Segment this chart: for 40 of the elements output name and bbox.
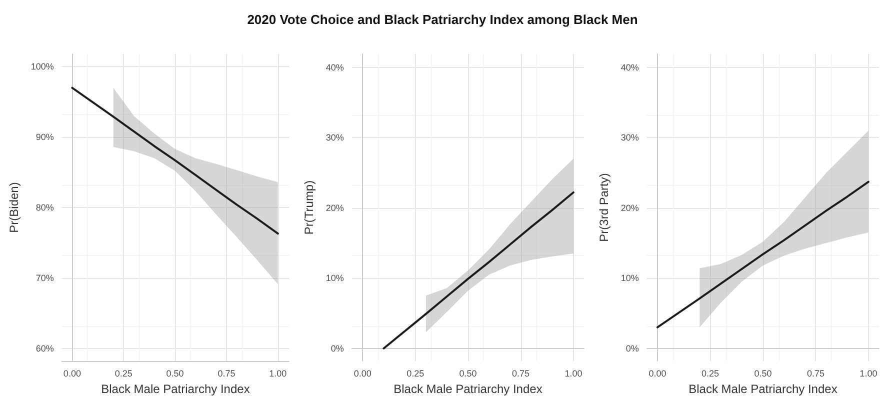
line-series [71,86,279,235]
x-tick-label: 0.50 [459,368,477,378]
y-tick-label: 30% [326,132,344,143]
y-tick-label: 0% [626,343,639,354]
x-tick-label: 1.00 [269,368,287,378]
y-tick-label: 20% [620,202,639,213]
y-tick-label: 80% [36,202,54,212]
x-tick-label: 0.00 [648,368,666,378]
y-axis-title: Pr(Trump) [302,180,316,235]
x-tick-label: 0.75 [218,368,236,378]
x-axis-title: Black Male Patriarchy Index [101,382,250,396]
line-series [656,180,870,328]
x-tick-label: 0.25 [406,368,424,378]
line-series [382,191,574,350]
x-axis-title: Black Male Patriarchy Index [688,382,838,396]
x-tick-label: 0.00 [63,368,81,378]
y-tick-label: 100% [30,62,54,72]
x-tick-label: 0.75 [512,368,530,378]
y-tick-label: 90% [36,132,54,142]
x-axis-title: Black Male Patriarchy Index [394,382,542,396]
x-tick-label: 0.50 [754,368,772,378]
y-tick-label: 70% [36,272,54,283]
y-tick-label: 10% [620,273,639,284]
x-tick-label: 0.25 [114,368,132,378]
y-tick-label: 40% [620,62,639,72]
y-tick-label: 0% [330,343,344,354]
x-tick-label: 1.00 [564,368,582,378]
x-tick-label: 0.50 [166,368,184,378]
chart-title: 2020 Vote Choice and Black Patriarchy Index among Black Men [246,11,639,29]
x-tick-label: 0.25 [701,368,719,378]
y-tick-label: 30% [620,132,639,143]
y-tick-label: 60% [36,343,54,354]
y-axis-title: Pr(3rd Party) [597,173,611,242]
x-tick-label: 1.00 [860,368,878,378]
y-tick-label: 10% [326,273,344,284]
y-tick-label: 20% [326,202,344,213]
y-tick-label: 40% [326,62,344,72]
x-tick-label: 0.00 [354,368,372,378]
x-tick-label: 0.75 [806,368,824,378]
y-axis-title: Pr(Biden) [7,182,21,233]
